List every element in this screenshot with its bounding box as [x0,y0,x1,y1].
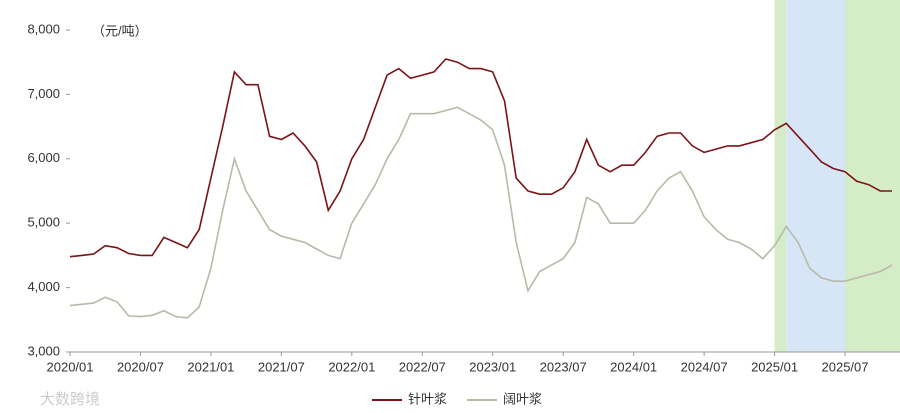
y-tick-label: 8,000 [27,21,60,36]
legend-label: 针叶浆 [408,391,447,406]
x-tick-label: 2025/07 [822,359,869,374]
bands [774,0,900,352]
y-tick-label: 3,000 [27,343,60,358]
watermark: 大数跨境 [40,390,100,408]
y-tick-label: 7,000 [27,86,60,101]
legend-label: 阔叶浆 [503,391,542,406]
shaded-band [845,0,900,352]
y-tick-label: 4,000 [27,279,60,294]
x-tick-label: 2021/01 [187,359,234,374]
x-tick-label: 2020/01 [47,359,94,374]
unit-label: （元/吨） [92,23,148,38]
shaded-band [774,0,787,352]
x-tick-label: 2025/01 [751,359,798,374]
x-tick-label: 2022/07 [399,359,446,374]
x-tick-label: 2023/07 [540,359,587,374]
x-tick-label: 2022/01 [328,359,375,374]
x-tick-label: 2021/07 [258,359,305,374]
x-tick-label: 2024/07 [681,359,728,374]
y-tick-label: 6,000 [27,150,60,165]
x-tick-label: 2023/01 [469,359,516,374]
series-line [69,58,892,258]
series-line [69,106,893,319]
x-tick-label: 2020/07 [117,359,164,374]
x-tick-label: 2024/01 [610,359,657,374]
y-tick-label: 5,000 [27,215,60,230]
shaded-band [786,0,846,352]
